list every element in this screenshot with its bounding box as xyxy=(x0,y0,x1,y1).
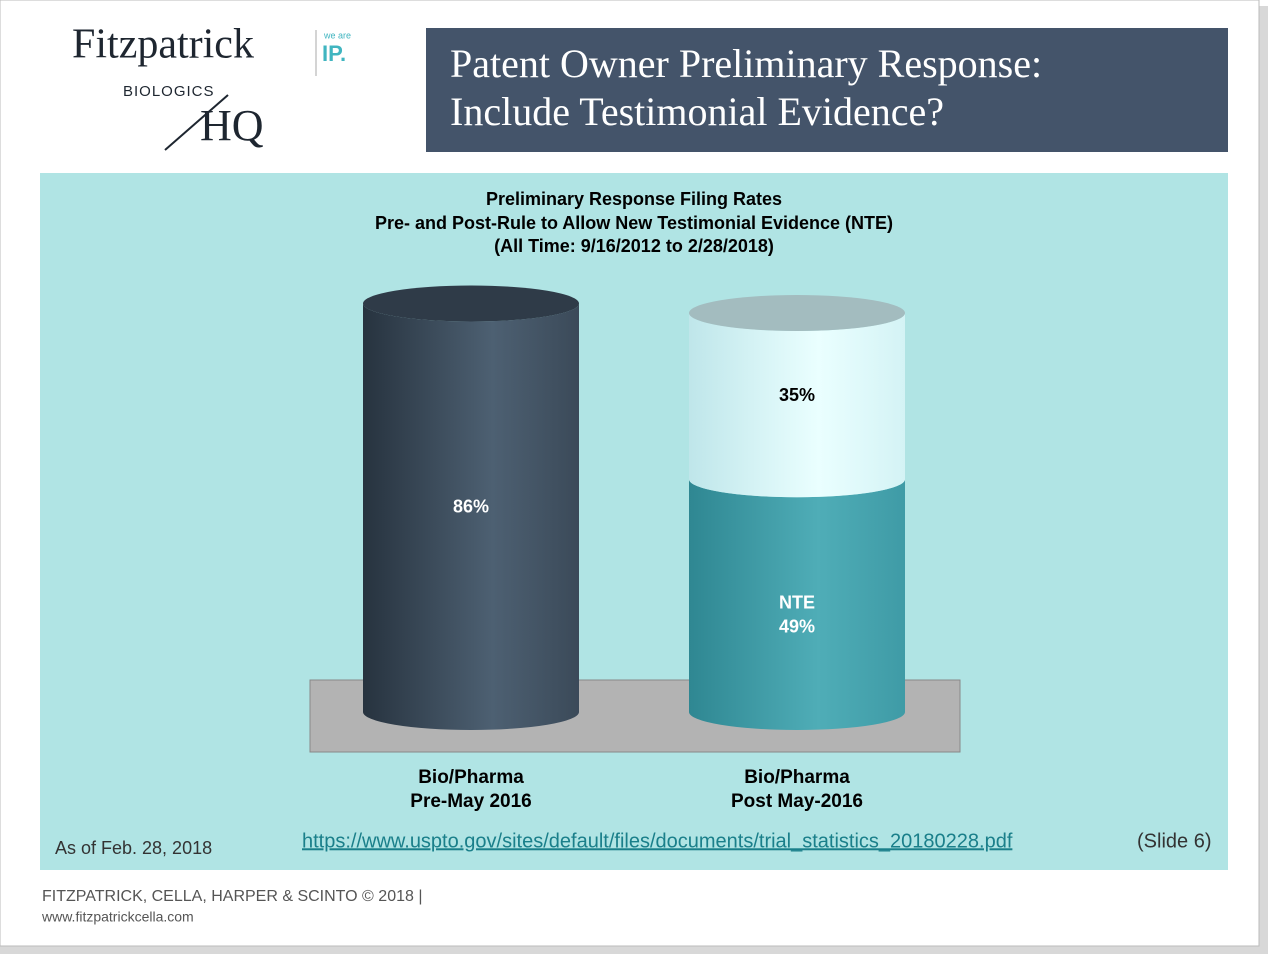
logo-hq: HQ xyxy=(200,101,264,150)
chart-title-line: (All Time: 9/16/2012 to 2/28/2018) xyxy=(494,236,774,256)
chart-area xyxy=(40,173,1228,870)
cylinder-top xyxy=(689,295,905,331)
shadow xyxy=(1259,6,1268,954)
source-link[interactable]: https://www.uspto.gov/sites/default/file… xyxy=(302,830,1013,852)
cylinder-segment xyxy=(689,479,906,730)
value-label: 35% xyxy=(779,385,815,405)
header-title: Patent Owner Preliminary Response: xyxy=(450,41,1042,86)
logo: Fitzpatrick xyxy=(72,22,254,68)
header-title: Include Testimonial Evidence? xyxy=(450,89,944,134)
chart-title-line: Pre- and Post-Rule to Allow New Testimon… xyxy=(375,213,893,233)
value-label: 49% xyxy=(779,616,815,636)
as-of: As of Feb. 28, 2018 xyxy=(55,838,212,858)
logo-sub: BIOLOGICS xyxy=(123,83,215,100)
cylinder-top xyxy=(363,285,579,322)
chart-title: Preliminary Response Filing Rates Pre- a… xyxy=(375,189,893,256)
x-tick-label: Bio/Pharma xyxy=(418,767,524,788)
shadow xyxy=(0,946,1268,954)
footer-firm: FITZPATRICK, CELLA, HARPER & SCINTO © 20… xyxy=(42,888,422,905)
source-note: (Slide 6) xyxy=(1137,830,1211,852)
segment-name: NTE xyxy=(779,592,815,612)
cylinder-segment xyxy=(363,303,579,730)
logo-slash xyxy=(164,94,229,151)
x-tick-label: Post May-2016 xyxy=(731,791,863,812)
x-tick-label: Pre-May 2016 xyxy=(410,791,531,812)
chart-title-line: Preliminary Response Filing Rates xyxy=(486,189,782,209)
footer-website: www.fitzpatrickcella.com xyxy=(41,909,194,925)
value-label: 86% xyxy=(453,497,489,517)
logo-tag-small: we are xyxy=(323,30,351,40)
logo-tag: IP. xyxy=(322,41,346,66)
header-box xyxy=(426,28,1228,152)
cylinder-segment xyxy=(689,313,905,498)
x-tick-label: Bio/Pharma xyxy=(744,767,850,788)
